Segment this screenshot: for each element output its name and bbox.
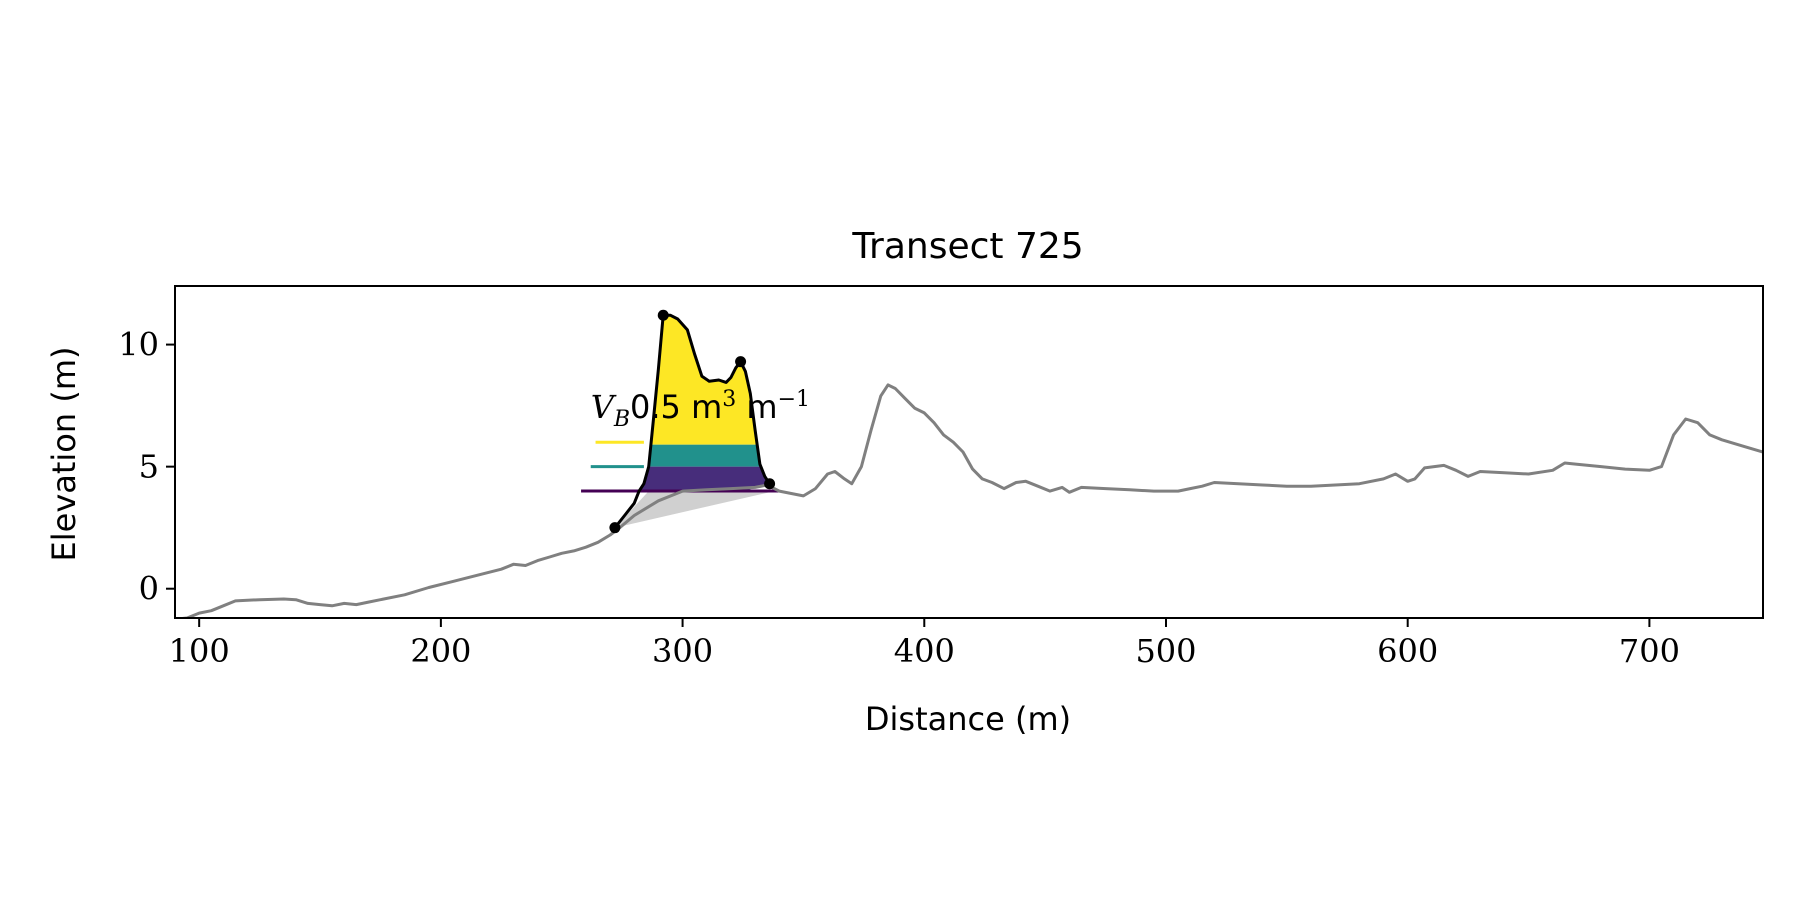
annotation-symbol: V xyxy=(591,388,617,426)
x-tick-label: 700 xyxy=(1619,632,1680,670)
chart-title: Transect 725 xyxy=(851,226,1083,267)
x-axis-label: Distance (m) xyxy=(865,700,1071,738)
x-tick-label: 300 xyxy=(652,632,713,670)
y-axis: 0 5 10 xyxy=(118,326,175,608)
y-axis-label: Elevation (m) xyxy=(45,347,83,562)
series-layer xyxy=(175,313,1763,618)
marker-layer xyxy=(609,309,776,534)
volume-annotation: VB0.5 m3 m−1 xyxy=(591,387,810,432)
annotation-exp2: −1 xyxy=(778,387,810,412)
y-tick-label: 10 xyxy=(118,326,159,364)
x-tick-label: 100 xyxy=(169,632,230,670)
annotation-exp1: 3 xyxy=(722,387,736,412)
plot-frame xyxy=(174,285,1764,619)
x-axis: 100 200 300 400 500 600 700 xyxy=(169,618,1680,670)
y-tick-label: 5 xyxy=(139,448,159,486)
y-tick-label: 0 xyxy=(139,570,159,608)
marker-point-0 xyxy=(609,522,621,534)
annotation-subscript: B xyxy=(613,407,630,432)
annotation-value: 0.5 m xyxy=(630,388,722,426)
dune-band-0 xyxy=(614,444,770,467)
x-tick-label: 500 xyxy=(1135,632,1196,670)
base-fill-area xyxy=(614,491,775,528)
marker-point-2 xyxy=(735,356,747,368)
profile-line xyxy=(175,383,1763,618)
x-tick-label: 200 xyxy=(410,632,471,670)
annotation-unit-mid: m xyxy=(736,388,777,426)
marker-point-1 xyxy=(657,309,669,321)
dune-outline-line xyxy=(613,313,771,529)
marker-point-3 xyxy=(764,478,776,490)
x-tick-label: 400 xyxy=(894,632,955,670)
base-fill-layer xyxy=(614,491,775,528)
x-tick-label: 600 xyxy=(1377,632,1438,670)
